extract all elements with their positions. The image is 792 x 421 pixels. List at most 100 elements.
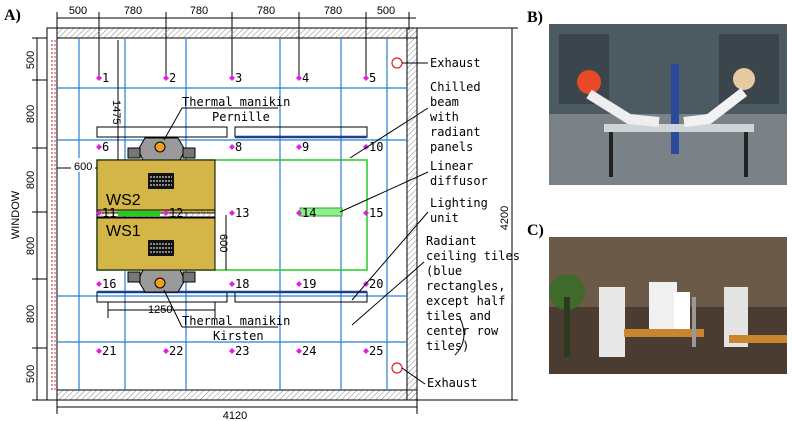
svg-text:radiant: radiant <box>430 125 481 139</box>
svg-text:diffusor: diffusor <box>430 174 488 188</box>
measurement-point-marker <box>163 348 169 354</box>
partition-diffuser <box>118 211 160 216</box>
manikin-bottom-line2: Kirsten <box>213 329 264 343</box>
svg-text:Chilled: Chilled <box>430 80 481 94</box>
measurement-point-marker <box>296 144 302 150</box>
ws1-label: WS1 <box>106 223 141 240</box>
left-dim-6: 500 <box>25 365 37 383</box>
svg-text:beam: beam <box>430 95 459 109</box>
measurement-point-label: 15 <box>369 206 383 220</box>
measurement-point-label: 8 <box>235 140 242 154</box>
chilled-beam-label: Chilled beam with radiant panels <box>430 80 481 154</box>
measurement-point-label: 25 <box>369 344 383 358</box>
measurement-point-label: 24 <box>302 344 316 358</box>
svg-text:rectangles,: rectangles, <box>426 279 505 293</box>
manikin-top-line1: Thermal manikin <box>182 95 290 109</box>
left-dim-3: 800 <box>25 171 37 189</box>
manikin-chair-icon <box>127 137 196 161</box>
room-walls <box>46 27 418 401</box>
exhaust-bottom-label: Exhaust <box>427 376 478 390</box>
exhaust-icon <box>391 362 403 374</box>
svg-text:Linear: Linear <box>430 159 473 173</box>
measurement-point-label: 21 <box>102 344 116 358</box>
lighting-unit-label: Lighting unit <box>430 196 488 225</box>
panel-label-c: C) <box>527 222 544 239</box>
dim-1250: 1250 <box>148 304 172 316</box>
svg-text:except half: except half <box>426 294 505 308</box>
measurement-point-label: 12 <box>169 206 183 220</box>
dim-600a-bg <box>71 158 95 172</box>
measurement-point-marker <box>96 75 102 81</box>
measurement-point-label: 1 <box>102 71 109 85</box>
top-dim-3: 780 <box>190 5 208 17</box>
measurement-point-label: 19 <box>302 277 316 291</box>
top-dim-4: 780 <box>257 5 275 17</box>
top-dim-1: 500 <box>69 5 87 17</box>
radiant-tiles-label: Radiant ceiling tiles (blue rectangles, … <box>426 234 520 353</box>
svg-text:with: with <box>430 110 459 124</box>
bottom-dim: 4120 <box>223 410 247 421</box>
svg-text:unit: unit <box>430 211 459 225</box>
workstation-ws1 <box>96 217 216 271</box>
svg-text:panels: panels <box>430 140 473 154</box>
left-dimension-chain <box>32 37 48 401</box>
measurement-point-marker <box>96 144 102 150</box>
exhaust-top-label: Exhaust <box>430 56 481 70</box>
measurement-point-marker <box>296 281 302 287</box>
dim-1475: 1475 <box>110 100 122 124</box>
svg-text:Radiant: Radiant <box>426 234 477 248</box>
measurement-point-marker <box>363 210 369 216</box>
dim-600b: 600 <box>217 234 229 252</box>
left-dim-5: 800 <box>25 305 37 323</box>
window-label: WINDOW <box>10 190 22 239</box>
linear-diffusor-label: Linear diffusor <box>430 159 488 188</box>
measurement-point-label: 11 <box>102 206 116 220</box>
left-dim-2: 800 <box>25 105 37 123</box>
measurement-point-label: 4 <box>302 71 309 85</box>
measurement-point-label: 18 <box>235 277 249 291</box>
measurement-point-label: 14 <box>302 206 316 220</box>
left-dim-1: 500 <box>25 51 37 69</box>
measurement-point-label: 10 <box>369 140 383 154</box>
top-dim-5: 780 <box>324 5 342 17</box>
measurement-point-label: 5 <box>369 71 376 85</box>
measurement-point-marker <box>296 75 302 81</box>
svg-text:(blue: (blue <box>426 264 462 278</box>
photo-manikins-at-desks <box>549 24 787 185</box>
measurement-point-label: 13 <box>235 206 249 220</box>
measurement-point-marker <box>296 210 302 216</box>
left-dim-4: 800 <box>25 237 37 255</box>
measurement-point-marker <box>229 75 235 81</box>
measurement-point-label: 2 <box>169 71 176 85</box>
top-dimension-chain <box>56 12 416 80</box>
measurement-point-label: 23 <box>235 344 249 358</box>
keyboard-icon <box>148 240 174 256</box>
manikin-chair-icon <box>127 269 196 293</box>
measurement-point-marker <box>96 348 102 354</box>
measurement-point-marker <box>229 348 235 354</box>
measurement-point-marker <box>163 75 169 81</box>
keyboard-icon <box>148 173 174 189</box>
ws2-label: WS2 <box>106 192 141 209</box>
measurement-point-label: 3 <box>235 71 242 85</box>
measurement-point-marker <box>363 348 369 354</box>
svg-text:tiles): tiles) <box>426 339 469 353</box>
dim-600a: 600 <box>74 161 92 173</box>
svg-text:ceiling tiles: ceiling tiles <box>426 249 520 263</box>
measurement-point-marker <box>229 144 235 150</box>
measurement-point-label: 22 <box>169 344 183 358</box>
measurement-point-marker <box>96 210 102 216</box>
measurement-point-label: 16 <box>102 277 116 291</box>
measurement-point-marker <box>296 348 302 354</box>
measurement-point-label: 6 <box>102 140 109 154</box>
top-dim-2: 780 <box>124 5 142 17</box>
photo-test-room <box>549 237 787 374</box>
exhaust-icon <box>391 57 403 69</box>
manikin-top-line2: Pernille <box>212 110 270 124</box>
measurement-point-marker <box>229 281 235 287</box>
svg-text:Lighting: Lighting <box>430 196 488 210</box>
measurement-point-marker <box>96 281 102 287</box>
measurement-point-marker <box>163 210 169 216</box>
